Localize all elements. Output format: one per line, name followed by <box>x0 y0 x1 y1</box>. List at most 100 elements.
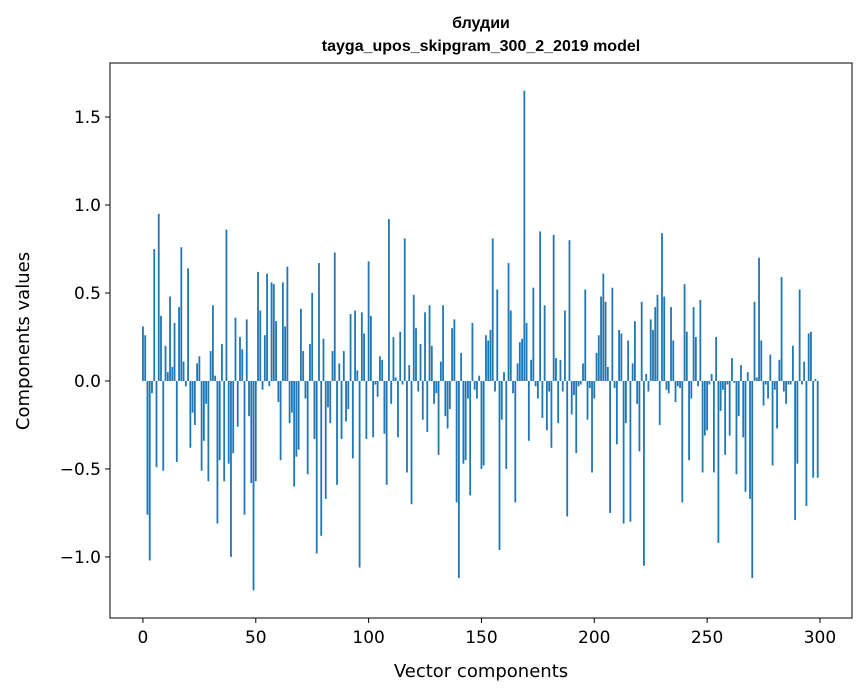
bar <box>557 380 560 424</box>
bar <box>234 317 237 381</box>
bar <box>473 380 476 390</box>
bar <box>460 352 463 381</box>
bar <box>703 380 706 436</box>
bar <box>604 301 607 381</box>
bar <box>157 213 160 381</box>
bar <box>232 380 235 454</box>
bar <box>807 333 810 381</box>
bar <box>789 380 792 385</box>
bar <box>444 380 447 417</box>
bar <box>376 380 379 397</box>
bar <box>304 380 307 399</box>
y-tick-label: 0.5 <box>74 284 101 304</box>
bar <box>591 380 593 473</box>
bar <box>667 380 670 394</box>
bar <box>485 335 487 381</box>
bar <box>735 380 738 475</box>
x-axis: 0 50 100 150 200 250 300 <box>138 618 836 648</box>
bar <box>559 359 562 381</box>
bar <box>245 319 248 381</box>
bar <box>771 380 774 466</box>
chart-subtitle: tayga_upos_skipgram_300_2_2019 model <box>322 38 640 55</box>
bar <box>241 349 244 381</box>
bar <box>634 321 636 381</box>
bar <box>561 380 564 392</box>
bar <box>318 263 320 381</box>
bar <box>586 380 589 420</box>
bar <box>737 380 740 417</box>
bar <box>437 380 440 455</box>
bar <box>613 380 616 389</box>
bar <box>250 380 253 484</box>
bar <box>430 345 433 381</box>
bar <box>570 380 573 415</box>
bar <box>647 380 650 392</box>
bar <box>239 336 241 381</box>
bar <box>311 292 314 381</box>
bar <box>153 248 156 381</box>
bar <box>478 375 481 381</box>
bar <box>272 284 275 381</box>
bar <box>751 380 754 579</box>
bar <box>615 380 618 445</box>
bar <box>487 340 490 381</box>
bar <box>336 380 338 485</box>
bar <box>595 352 598 381</box>
bar <box>439 361 442 381</box>
bar <box>182 361 185 381</box>
bar <box>527 380 530 441</box>
bar <box>288 380 291 424</box>
bar <box>417 380 420 392</box>
bar <box>340 380 343 440</box>
bar <box>412 294 415 381</box>
bar <box>715 336 718 381</box>
bar <box>658 380 661 425</box>
bar <box>184 380 187 387</box>
bar <box>530 359 533 381</box>
bar <box>523 90 526 381</box>
bar <box>767 380 769 399</box>
bar <box>175 380 178 462</box>
bar <box>263 335 266 381</box>
bar <box>503 372 505 381</box>
bar <box>151 380 153 394</box>
y-tick-label: −0.5 <box>60 460 101 480</box>
bar <box>787 380 790 385</box>
bar <box>171 366 174 381</box>
bar <box>471 322 474 381</box>
bar <box>764 380 767 385</box>
bar <box>769 354 772 381</box>
bar <box>584 289 587 381</box>
bar <box>699 300 702 381</box>
bar <box>191 380 194 413</box>
bar <box>187 268 189 381</box>
bar <box>640 301 643 381</box>
bar <box>446 380 449 429</box>
bar <box>221 344 223 381</box>
y-tick-label: 1.0 <box>74 196 101 216</box>
bar <box>216 380 219 524</box>
bar <box>257 271 259 381</box>
bar <box>227 380 230 464</box>
bar <box>410 380 413 505</box>
y-tick-label: 1.5 <box>74 108 101 128</box>
bar <box>397 380 399 438</box>
bar <box>482 380 485 466</box>
bar <box>728 380 731 436</box>
x-tick-label: 100 <box>352 628 384 648</box>
bar <box>676 380 679 387</box>
bar <box>333 252 336 381</box>
bar <box>378 356 381 381</box>
bar <box>778 359 781 381</box>
bar <box>710 373 713 381</box>
x-tick-label: 200 <box>578 628 610 648</box>
bar <box>367 261 370 381</box>
bar <box>791 345 794 381</box>
bar <box>365 380 368 440</box>
bar <box>717 380 720 543</box>
bar <box>189 380 192 448</box>
bar <box>286 266 289 381</box>
bar <box>652 329 654 381</box>
bar <box>521 338 523 381</box>
bar <box>435 380 438 394</box>
